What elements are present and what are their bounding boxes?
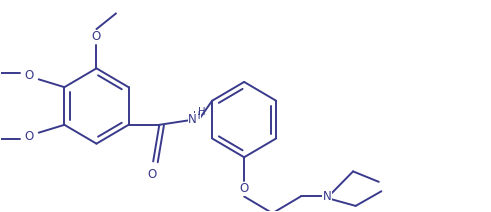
Text: N: N (189, 113, 197, 126)
Text: O: O (147, 168, 157, 181)
Text: O: O (25, 69, 34, 82)
Text: O: O (240, 182, 249, 195)
Text: H: H (198, 107, 206, 117)
Text: H: H (192, 112, 200, 121)
Text: O: O (92, 31, 101, 43)
Text: O: O (25, 130, 34, 143)
Text: N: N (323, 190, 332, 203)
